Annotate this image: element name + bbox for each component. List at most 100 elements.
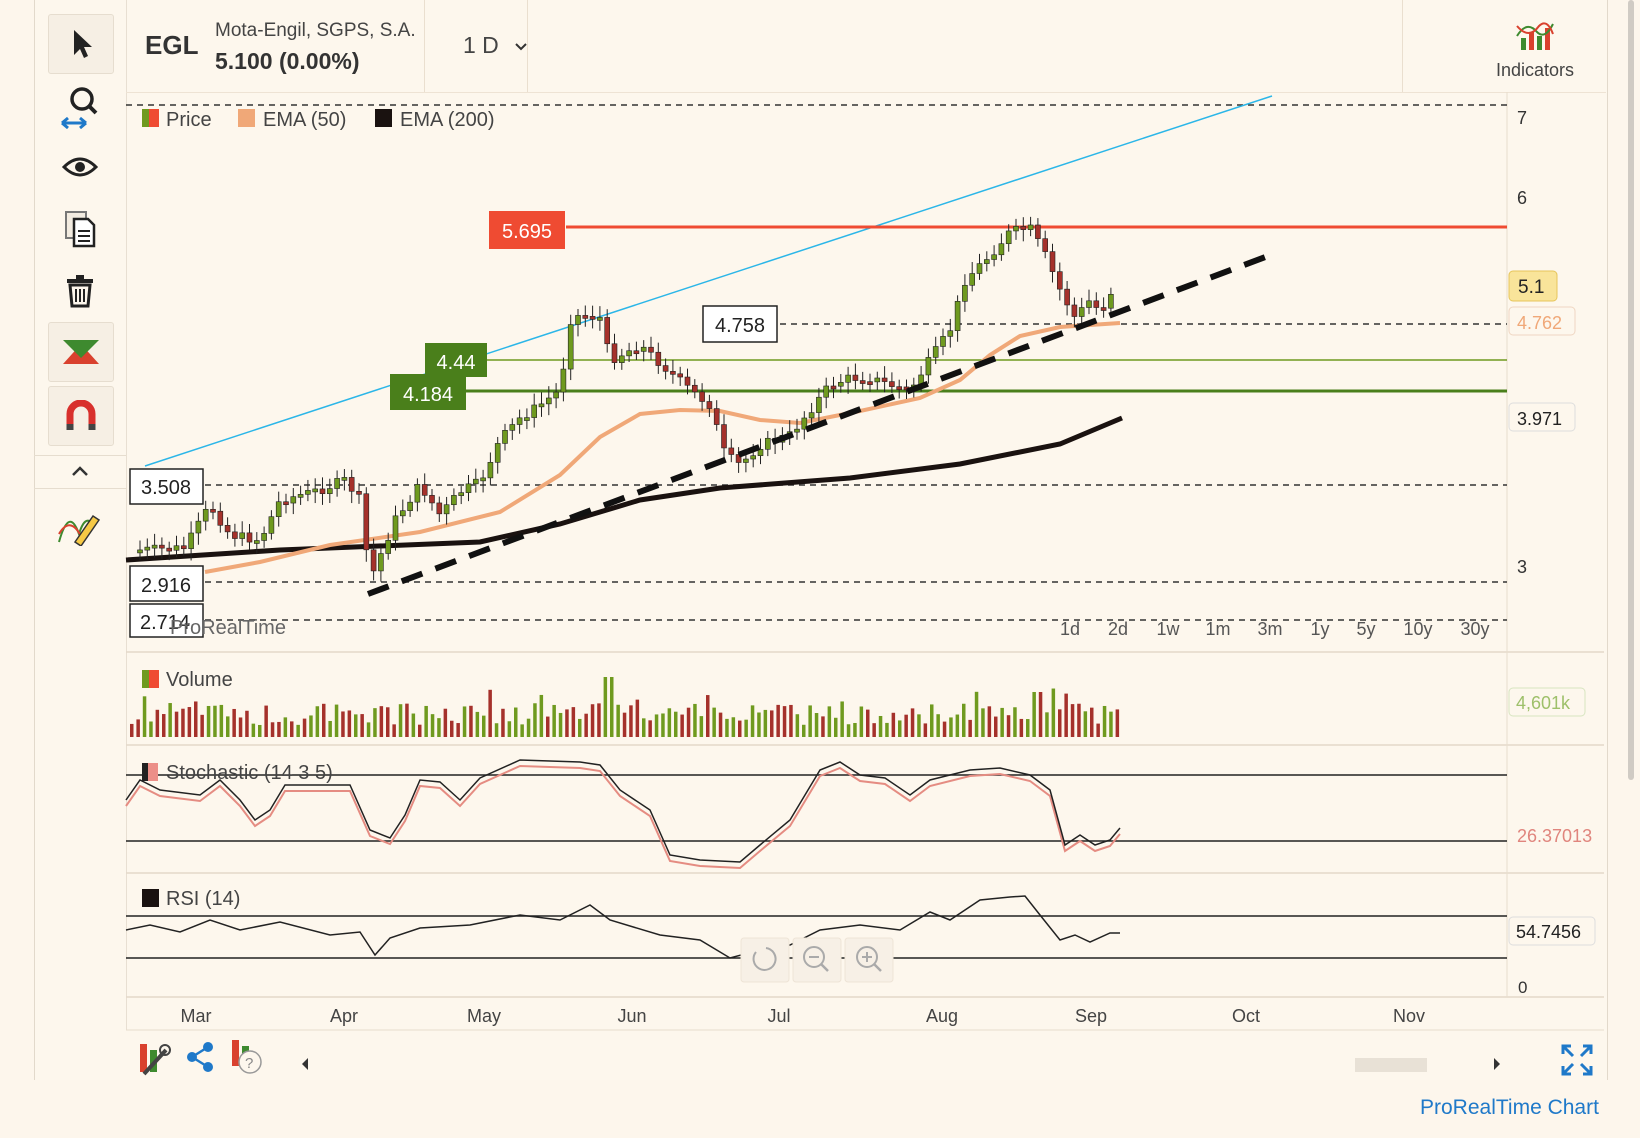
volume-bar — [597, 703, 601, 737]
page-scrollbar[interactable] — [1628, 0, 1634, 780]
volume-bar — [923, 723, 928, 737]
candle-body — [275, 501, 282, 518]
candle-body — [188, 532, 194, 549]
candle-body — [998, 243, 1005, 256]
volume-bar — [226, 716, 230, 737]
volume-bar — [1070, 704, 1075, 737]
candle-body — [246, 532, 253, 543]
zoom-in-button[interactable] — [844, 937, 894, 983]
period-option-2d[interactable]: 2d — [1108, 619, 1128, 639]
candle-body — [254, 540, 260, 544]
legend-price-swatch — [149, 109, 159, 127]
ema200-badge — [1508, 402, 1576, 432]
zoom-tool[interactable] — [48, 76, 112, 134]
candle-body — [407, 501, 413, 511]
candle-body — [509, 424, 516, 431]
candle-body — [232, 531, 238, 539]
collapse-icon — [72, 466, 88, 476]
price-tick: 7 — [1517, 108, 1527, 128]
indicators-label: Indicators — [1495, 60, 1575, 80]
candle-body — [859, 380, 866, 384]
volume-bar — [686, 707, 691, 737]
volume-bar — [1000, 707, 1004, 737]
volume-bar — [610, 677, 614, 737]
volume-bar — [693, 703, 697, 737]
volume-bar — [302, 718, 307, 737]
level-c-label: 4.758 — [715, 315, 765, 337]
candle-body — [319, 488, 326, 494]
period-option-1y[interactable]: 1y — [1310, 619, 1329, 639]
period-option-3m[interactable]: 3m — [1257, 619, 1282, 639]
candle-body — [392, 515, 399, 541]
cursor-tool[interactable] — [48, 14, 114, 74]
price-tick: 3 — [1517, 557, 1527, 577]
volume-bar — [443, 708, 448, 737]
volume-bar — [469, 705, 473, 737]
period-option-10y[interactable]: 10y — [1403, 619, 1432, 639]
volume-bar — [968, 719, 972, 737]
stochastic-d-line — [125, 764, 1121, 870]
scrollbar-thumb[interactable] — [1355, 1058, 1427, 1072]
scroll-right-button[interactable] — [1494, 1058, 1500, 1070]
copy-tool[interactable] — [48, 200, 112, 258]
magnet-tool[interactable] — [48, 386, 114, 446]
share-button[interactable] — [187, 1042, 213, 1072]
period-option-30y[interactable]: 30y — [1460, 619, 1489, 639]
month-label: Oct — [1232, 1006, 1260, 1026]
help-button[interactable]: ? — [232, 1040, 262, 1074]
help-icon: ? — [232, 1040, 262, 1074]
volume-bar — [213, 705, 217, 737]
volume-bar — [347, 710, 352, 737]
scroll-left-button[interactable] — [302, 1058, 308, 1070]
volume-bar — [187, 707, 192, 737]
candle-body — [618, 355, 625, 363]
volume-bar — [277, 721, 281, 737]
drawing-tool[interactable] — [48, 496, 112, 554]
candle-body — [144, 546, 151, 551]
reset-zoom-button[interactable] — [740, 937, 790, 983]
level-b-box — [390, 374, 466, 410]
volume-bar — [936, 714, 940, 737]
volume-bar — [539, 694, 544, 737]
ema50-path — [204, 321, 1121, 574]
volume-swatch — [149, 670, 159, 688]
period-option-1w[interactable]: 1w — [1156, 619, 1180, 639]
zoom-out-button[interactable] — [792, 937, 842, 983]
volume-bar — [1083, 711, 1088, 737]
volume-bar — [245, 710, 249, 737]
candle-body — [991, 254, 997, 260]
legend-ema50: EMA (50) — [263, 109, 346, 131]
trend-tool[interactable] — [48, 322, 114, 382]
month-label: Sep — [1075, 1006, 1107, 1026]
volume-bar — [552, 704, 556, 737]
volume-bar — [866, 709, 870, 737]
volume-bar — [635, 699, 640, 737]
volume-bar — [1077, 703, 1081, 737]
candle-body — [670, 371, 676, 375]
reset-icon — [752, 947, 777, 971]
period-option-1m[interactable]: 1m — [1205, 619, 1230, 639]
month-label: Jul — [767, 1006, 790, 1026]
volume-value: 4,601k — [1516, 693, 1571, 713]
tools-icon — [140, 1044, 171, 1076]
period-option-5y[interactable]: 5y — [1356, 619, 1375, 639]
timeframe-selector[interactable]: 1 D — [463, 32, 529, 59]
delete-tool[interactable] — [48, 262, 112, 320]
volume-bar — [680, 714, 684, 737]
volume-bar — [424, 705, 428, 737]
indicators-button[interactable]: Indicators — [1465, 16, 1605, 86]
volume-bar — [437, 718, 441, 737]
candle-body — [538, 403, 545, 408]
volume-bar — [334, 704, 339, 737]
visibility-tool[interactable] — [48, 138, 112, 196]
fullscreen-button[interactable] — [1561, 1044, 1593, 1076]
tools-button[interactable] — [140, 1044, 171, 1076]
candle-body — [458, 492, 465, 496]
collapse-button[interactable] — [48, 458, 112, 484]
candle-body — [962, 284, 968, 302]
period-option-1d[interactable]: 1d — [1060, 619, 1080, 639]
month-label: Apr — [330, 1006, 358, 1026]
volume-bar — [642, 718, 646, 737]
prorealtime-link[interactable]: ProRealTime Chart — [1420, 1096, 1599, 1119]
